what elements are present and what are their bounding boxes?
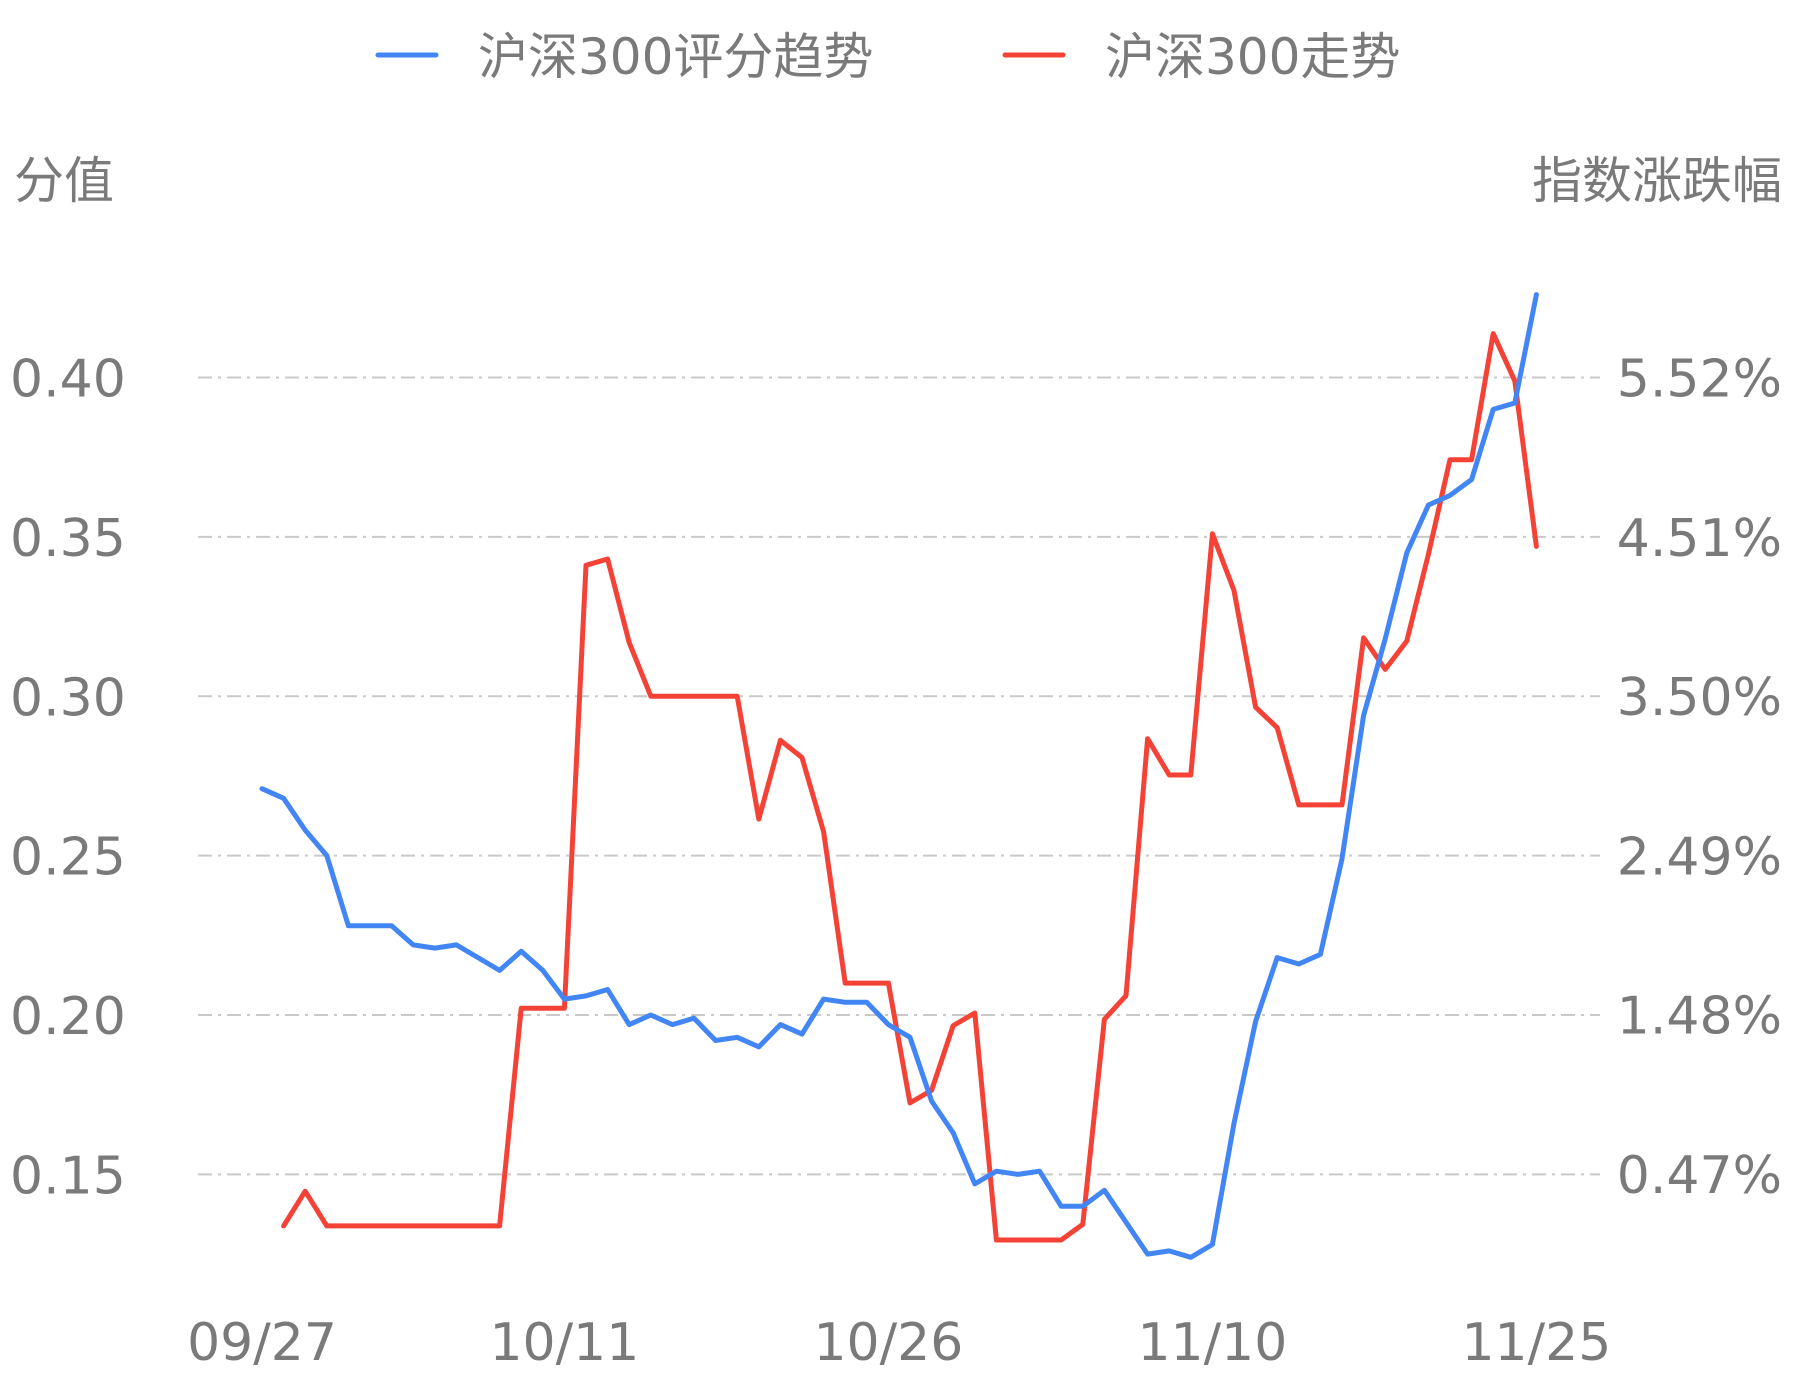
x-tick-label: 09/27 [187, 1313, 337, 1373]
series-line-score-trend [259, 292, 1539, 1260]
left-tick-label: 0.40 [10, 350, 126, 410]
x-tick-label: 11/10 [1137, 1313, 1287, 1373]
x-tick-label: 10/26 [813, 1313, 963, 1373]
legend-label-score-trend: 沪深300评分趋势 [478, 28, 873, 86]
right-tick-label: 3.50% [1617, 668, 1782, 728]
x-axis-ticks: 09/27 10/11 10/26 11/10 11/25 [187, 1313, 1611, 1373]
left-axis-ticks: 0.15 0.20 0.25 0.30 0.35 0.40 [10, 350, 126, 1207]
right-tick-label: 1.48% [1617, 987, 1782, 1047]
right-tick-label: 2.49% [1617, 827, 1782, 887]
left-tick-label: 0.35 [10, 509, 126, 569]
legend-label-index-trend: 沪深300走势 [1105, 28, 1400, 86]
series-layer [259, 292, 1539, 1260]
right-axis-title: 指数涨跌幅 [1532, 152, 1782, 210]
left-tick-label: 0.30 [10, 668, 126, 728]
legend: 沪深300评分趋势 沪深300走势 [375, 28, 1400, 86]
grid-lines [198, 376, 1600, 1176]
right-tick-label: 5.52% [1617, 350, 1782, 410]
right-tick-label: 0.47% [1617, 1146, 1782, 1206]
left-tick-label: 0.15 [10, 1146, 126, 1206]
left-tick-label: 0.20 [10, 987, 126, 1047]
x-tick-label: 10/11 [489, 1313, 639, 1373]
x-tick-label: 11/25 [1461, 1313, 1611, 1373]
left-tick-label: 0.25 [10, 828, 126, 888]
right-tick-label: 4.51% [1617, 509, 1782, 569]
right-axis-ticks: 0.47% 1.48% 2.49% 3.50% 4.51% 5.52% [1617, 350, 1782, 1206]
series-line-index-trend [281, 331, 1539, 1243]
left-axis-title: 分值 [14, 152, 114, 210]
